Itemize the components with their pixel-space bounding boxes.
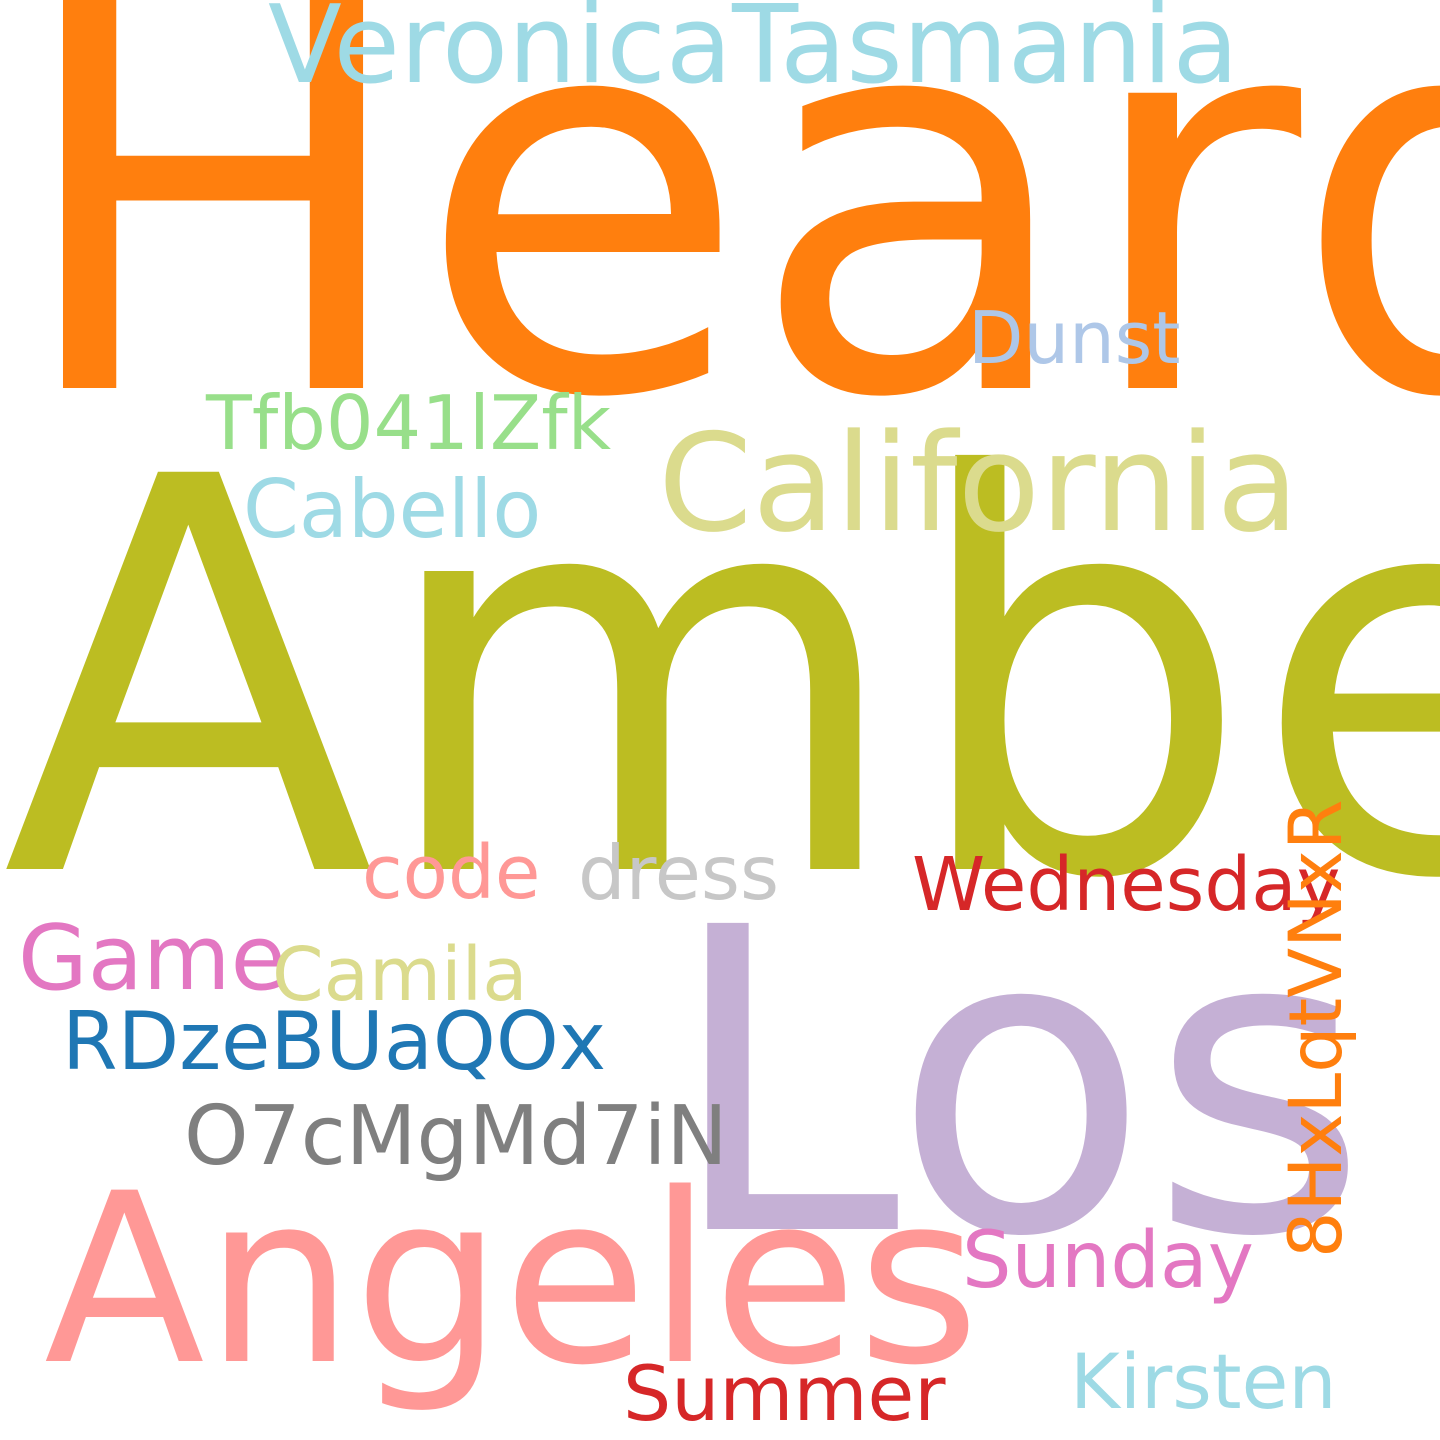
word-tfb041lzfk: Tfb041lZfk (206, 379, 612, 467)
word-california: California (658, 405, 1300, 562)
word-wednesday: Wednesday (912, 842, 1341, 928)
word-dunst: Dunst (968, 296, 1181, 380)
word-veronicatasmania: VeronicaTasmania (268, 0, 1239, 108)
word-los: Los (666, 840, 1369, 1329)
word-dress: dress (578, 829, 780, 917)
word-heard: Heard (10, 0, 1440, 516)
word-game: Game (18, 906, 286, 1011)
word-cabello: Cabello (243, 463, 542, 556)
word-summer: Summer (623, 1349, 946, 1438)
word-sunday: Sunday (962, 1216, 1254, 1306)
word-amber: Amber (2, 363, 1440, 998)
word-code: code (362, 830, 541, 916)
word-8hxlqtvnxr: 8HxLqtVNxR (1274, 799, 1359, 1258)
word-rdzebuaqox: RDzeBUaQOx (62, 995, 607, 1088)
word-o7cmgmd7in: O7cMgMd7iN (184, 1089, 728, 1184)
word-kirsten: Kirsten (1070, 1337, 1337, 1426)
word-angeles: Angeles (44, 1144, 980, 1417)
word-camila: Camila (272, 932, 528, 1018)
